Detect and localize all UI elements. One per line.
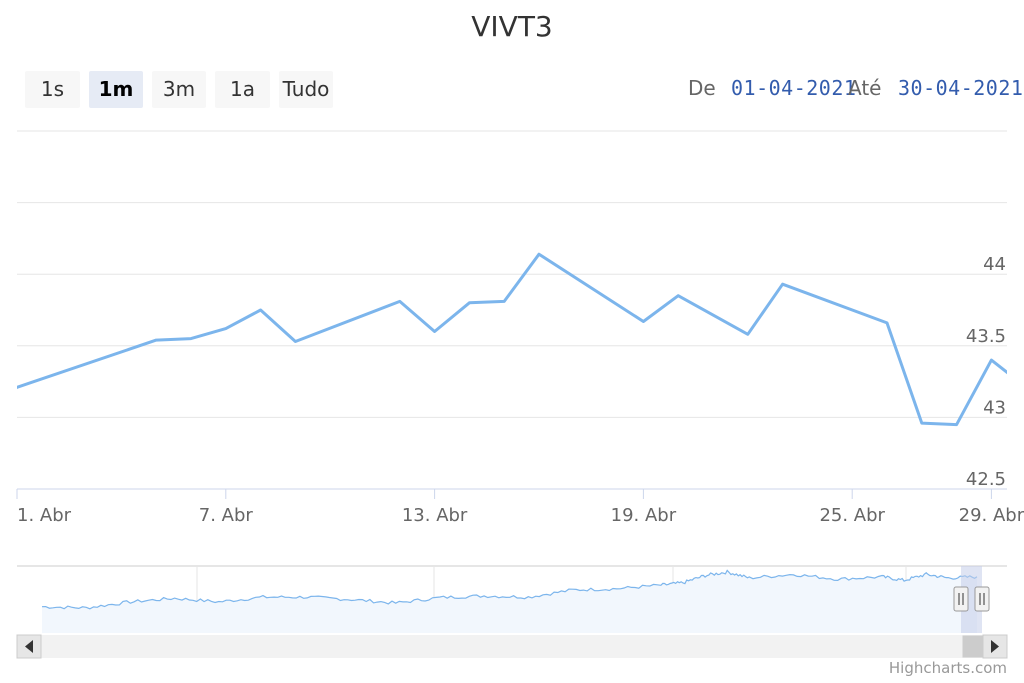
navigator-series-line: [41, 569, 978, 610]
price-point[interactable]: [465, 299, 473, 307]
price-point[interactable]: [13, 383, 21, 391]
price-point[interactable]: [291, 338, 299, 346]
price-point[interactable]: [431, 327, 439, 335]
date-from-input[interactable]: 01-04-2021: [731, 76, 857, 100]
navigator-handle-left[interactable]: [953, 586, 969, 612]
price-point[interactable]: [639, 317, 647, 325]
navigator-selected-range[interactable]: [961, 566, 982, 633]
chart-title: VIVT3: [471, 10, 553, 43]
range-button-1a[interactable]: 1a: [215, 71, 270, 108]
price-point[interactable]: [918, 419, 926, 427]
price-point[interactable]: [257, 306, 265, 314]
y-tick-label: 43: [983, 397, 1006, 418]
y-tick-label: 44: [983, 254, 1006, 275]
price-point[interactable]: [674, 292, 682, 300]
chevron-left-icon: [25, 640, 33, 653]
date-from-label: De: [688, 76, 716, 100]
price-point[interactable]: [535, 250, 543, 258]
x-tick-label: 7. Abr: [199, 505, 254, 526]
y-tick-label: 43.5: [966, 326, 1006, 347]
date-to-label: Até: [848, 76, 882, 100]
price-point[interactable]: [500, 297, 508, 305]
x-tick-label: 1. Abr: [17, 505, 72, 526]
price-point[interactable]: [883, 319, 891, 327]
price-point[interactable]: [779, 280, 787, 288]
scrollbar-track[interactable]: [17, 635, 1007, 658]
price-point[interactable]: [953, 421, 961, 429]
range-button-tudo[interactable]: Tudo: [279, 71, 333, 108]
navigator-handle-right[interactable]: [974, 586, 990, 612]
y-tick-label: 42.5: [966, 469, 1006, 490]
scrollbar-thumb[interactable]: [962, 635, 983, 658]
price-point[interactable]: [222, 325, 230, 333]
range-button-1m[interactable]: 1m: [89, 71, 143, 108]
chevron-right-icon: [991, 640, 999, 653]
price-point[interactable]: [152, 336, 160, 344]
x-tick-label: 29. Abr: [959, 505, 1024, 526]
range-button-1s[interactable]: 1s: [25, 71, 80, 108]
range-button-3m[interactable]: 3m: [152, 71, 206, 108]
x-tick-label: 13. Abr: [402, 505, 468, 526]
price-point[interactable]: [987, 356, 995, 364]
price-point[interactable]: [744, 330, 752, 338]
x-tick-label: 19. Abr: [611, 505, 677, 526]
price-point[interactable]: [396, 297, 404, 305]
price-series-line[interactable]: [0, 252, 1024, 427]
date-to-input[interactable]: 30-04-2021: [898, 76, 1024, 100]
x-tick-label: 25. Abr: [819, 505, 885, 526]
price-point[interactable]: [187, 335, 195, 343]
credits-link[interactable]: Highcharts.com: [888, 659, 1007, 677]
navigator-area-fill: [42, 570, 977, 633]
